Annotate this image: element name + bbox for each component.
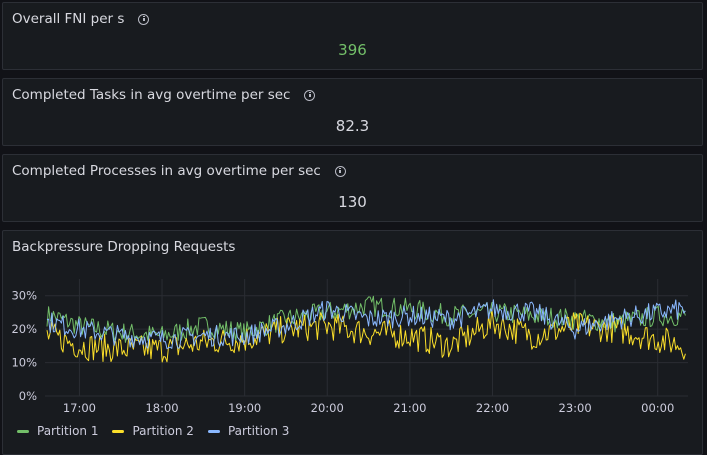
legend-item-partition-3[interactable]: Partition 3 (207, 424, 290, 438)
legend-label: Partition 1 (37, 424, 99, 438)
timeseries-panel-backpressure[interactable]: Backpressure Dropping Requests 0% 10% 20% 3… (2, 230, 703, 455)
x-tick-label: 20:00 (311, 401, 344, 415)
panel-title: Completed Processes in avg overtime per … (12, 163, 321, 179)
stat-value: 82.3 (335, 117, 370, 135)
stat-panel-completed-tasks[interactable]: Completed Tasks in avg overtime per sec … (2, 78, 703, 146)
x-tick-label: 23:00 (559, 401, 592, 415)
x-tick-label: 18:00 (145, 401, 178, 415)
legend-swatch (112, 429, 125, 433)
legend-label: Partition 3 (227, 424, 290, 438)
legend-swatch (17, 429, 29, 433)
info-icon[interactable] (304, 89, 316, 101)
y-tick-label: 30% (11, 289, 37, 303)
info-icon[interactable] (138, 13, 150, 25)
line-chart[interactable]: 0% 10% 20% 30% 17:00 18:00 19:00 20:00 21:00 22:0… (3, 231, 702, 421)
y-tick-label: 0% (19, 389, 37, 403)
legend-label: Partition 2 (132, 424, 194, 438)
stat-value: 396 (338, 41, 367, 59)
chart-legend: Partition 1 Partition 2 Partition 3 (17, 424, 303, 438)
stat-value: 130 (338, 193, 367, 211)
x-tick-label: 21:00 (393, 401, 426, 415)
x-tick-label: 17:00 (63, 401, 96, 415)
x-tick-label: 00:00 (641, 401, 674, 415)
panel-title: Overall FNI per s (12, 11, 125, 27)
legend-item-partition-2[interactable]: Partition 2 (112, 424, 194, 438)
x-tick-label: 22:00 (476, 401, 509, 415)
legend-item-partition-1[interactable]: Partition 1 (17, 424, 98, 438)
y-tick-label: 10% (11, 356, 37, 370)
series-line (46, 299, 686, 350)
y-tick-label: 20% (11, 322, 37, 336)
stat-panel-completed-processes[interactable]: Completed Processes in avg overtime per … (2, 154, 703, 222)
info-icon[interactable] (334, 165, 346, 177)
stat-panel-overall-fni[interactable]: Overall FNI per s 396 (2, 2, 703, 70)
legend-swatch (207, 429, 220, 433)
x-tick-label: 19:00 (228, 401, 261, 415)
series-line (46, 308, 686, 363)
panel-title: Backpressure Dropping Requests (12, 239, 236, 255)
panel-title: Completed Tasks in avg overtime per sec (12, 87, 291, 103)
